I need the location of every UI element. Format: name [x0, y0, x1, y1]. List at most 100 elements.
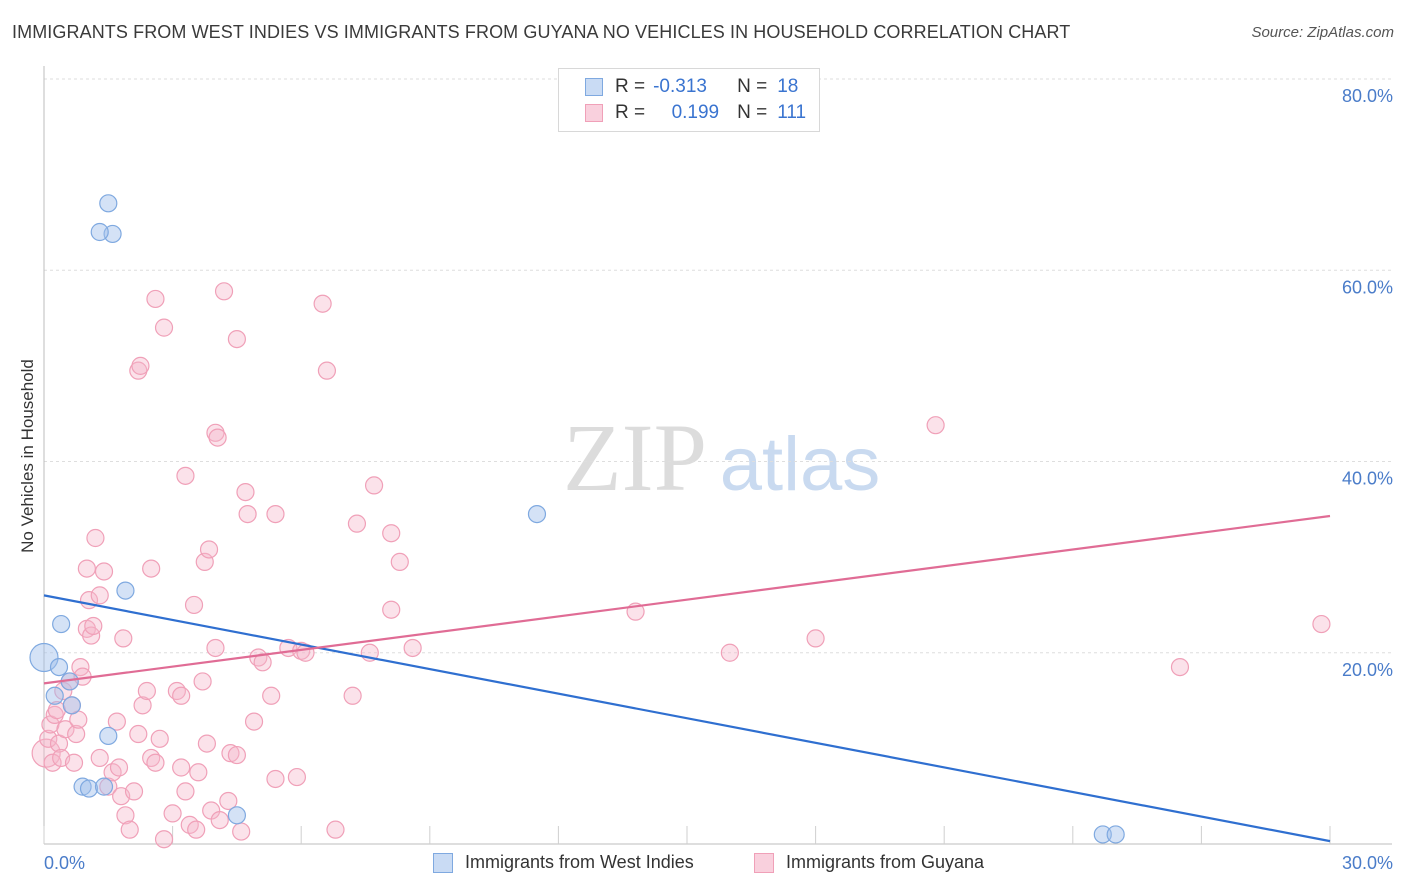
watermark: ZIP atlas	[563, 404, 880, 511]
point-guyana	[137, 681, 156, 701]
data-points	[29, 194, 1331, 849]
point-guyana	[84, 616, 103, 636]
point-guyana	[266, 769, 285, 789]
point-guyana	[199, 540, 219, 559]
point-guyana	[390, 552, 409, 572]
point-guyana	[109, 758, 129, 777]
legend-r-value: 0.199	[671, 102, 720, 123]
point-guyana	[176, 782, 195, 801]
point-guyana	[150, 729, 169, 748]
source-credit: Source: ZipAtlas.com	[1251, 24, 1394, 41]
legend-swatch-west-indies	[585, 78, 603, 96]
point-guyana	[317, 361, 337, 380]
point-guyana	[56, 720, 75, 739]
point-guyana	[163, 804, 182, 823]
point-guyana	[227, 330, 246, 349]
point-guyana	[77, 559, 96, 578]
point-guyana	[184, 595, 204, 615]
point-guyana	[208, 428, 227, 447]
point-guyana	[43, 753, 62, 772]
point-guyana	[1312, 614, 1331, 634]
point-guyana	[133, 696, 152, 715]
point-guyana	[107, 712, 126, 731]
point-guyana	[262, 686, 281, 705]
point-west-indies	[79, 779, 99, 798]
point-guyana	[926, 416, 945, 435]
legend-n-label: N =	[737, 76, 768, 97]
point-guyana	[382, 600, 401, 619]
point-guyana	[116, 806, 135, 825]
y-tick-label: 40.0%	[1342, 469, 1393, 489]
point-guyana	[67, 724, 86, 744]
point-guyana	[154, 830, 174, 849]
point-west-indies	[62, 696, 81, 715]
point-west-indies	[94, 777, 114, 796]
point-guyana	[343, 686, 362, 705]
series-swatch-west-indies	[433, 852, 453, 873]
point-guyana	[64, 753, 84, 772]
point-guyana	[94, 562, 114, 581]
legend-n-value: 18	[777, 76, 799, 97]
trend-line-guyana	[43, 514, 1331, 685]
point-guyana	[90, 748, 109, 768]
point-guyana	[90, 586, 109, 605]
point-guyana	[54, 681, 73, 701]
legend-row-west-indies: R = -0.313 N = 18	[585, 74, 798, 100]
point-guyana	[131, 356, 150, 375]
point-guyana	[326, 820, 345, 839]
point-west-indies	[73, 777, 92, 796]
point-guyana	[187, 820, 206, 839]
x-tick-label-min: 0.0%	[44, 853, 85, 873]
point-guyana	[364, 476, 384, 495]
point-guyana	[189, 763, 208, 782]
point-guyana	[146, 753, 165, 772]
legend-swatch-guyana	[585, 104, 603, 122]
point-guyana	[244, 712, 264, 731]
point-guyana	[86, 528, 105, 548]
watermark-zip: ZIP	[563, 404, 707, 511]
point-guyana	[806, 629, 825, 648]
point-guyana	[227, 745, 246, 765]
point-guyana	[142, 559, 161, 578]
point-guyana	[39, 729, 58, 748]
legend-n-label: N =	[737, 102, 768, 123]
series-legend-guyana[interactable]: Immigrants from Guyana	[754, 852, 984, 873]
point-west-indies	[99, 194, 118, 213]
series-legend-west-indies[interactable]: Immigrants from West Indies	[433, 852, 694, 873]
point-guyana	[124, 782, 144, 801]
point-west-indies	[1093, 825, 1112, 844]
point-guyana	[266, 504, 285, 524]
axes	[43, 66, 1392, 845]
point-guyana	[172, 686, 191, 705]
point-west-indies	[227, 806, 246, 825]
point-guyana	[154, 318, 174, 337]
legend-r-label: R =	[615, 76, 646, 97]
series-legend: Immigrants from West Indies Immigrants f…	[0, 852, 1406, 878]
grid-lines	[44, 78, 1392, 654]
point-west-indies	[90, 222, 109, 242]
y-tick-label: 20.0%	[1342, 660, 1393, 680]
point-west-indies	[1106, 825, 1125, 844]
point-guyana	[287, 767, 307, 787]
legend-r-label: R =	[615, 102, 646, 123]
point-guyana	[232, 822, 251, 841]
point-guyana	[219, 791, 238, 811]
point-guyana	[193, 672, 212, 691]
point-guyana	[313, 294, 332, 313]
series-label-west-indies: Immigrants from West Indies	[465, 852, 694, 872]
legend-n-value: 111	[777, 102, 807, 123]
point-guyana	[210, 810, 229, 830]
trend-line-west-indies	[43, 594, 1331, 843]
legend-r-value: -0.313	[653, 76, 707, 97]
tick-labels: 20.0% 40.0% 60.0% 80.0% 0.0% 30.0%	[44, 86, 1393, 873]
point-west-indies	[527, 504, 547, 524]
point-guyana	[382, 524, 401, 543]
point-guyana	[1170, 657, 1190, 677]
point-guyana	[206, 638, 225, 658]
point-guyana	[238, 504, 257, 524]
x-tick-label-max: 30.0%	[1342, 853, 1393, 873]
point-guyana	[347, 514, 367, 533]
point-guyana	[403, 638, 422, 658]
point-guyana	[720, 643, 739, 662]
